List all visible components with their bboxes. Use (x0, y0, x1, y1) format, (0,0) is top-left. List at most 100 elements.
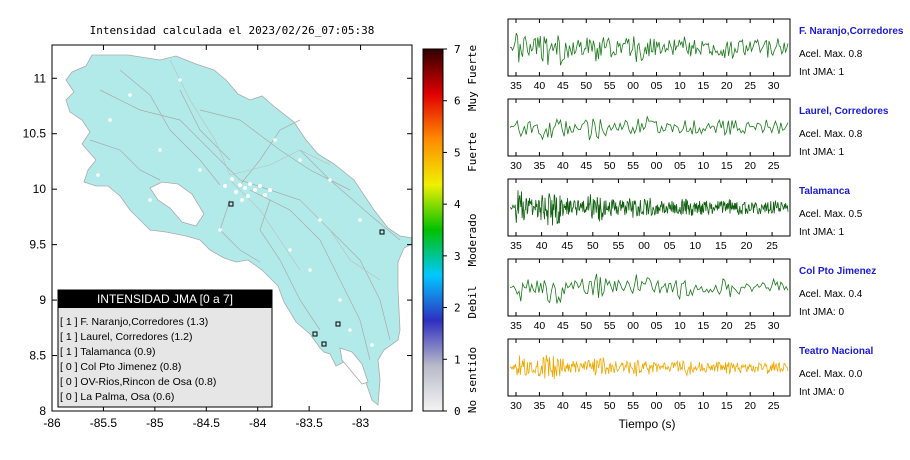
waveform-line (509, 32, 789, 66)
y-tick-label: 10 (33, 182, 47, 196)
time-tick-label: 15 (715, 240, 727, 252)
waveform-line (509, 115, 789, 141)
y-tick-label: 11 (34, 71, 47, 85)
time-tick-label: 00 (627, 80, 639, 92)
time-tick-label: 10 (698, 160, 710, 172)
legend-item: [ 1 ] Talamanca (0.9) (60, 346, 156, 358)
time-tick-label: 20 (744, 160, 756, 172)
y-tick-label: 9 (39, 293, 46, 307)
time-tick-label: 00 (638, 240, 650, 252)
time-tick-label: 10 (674, 80, 686, 92)
time-tick-label: 50 (587, 240, 599, 252)
colorbar-tick-label: 3 (454, 250, 461, 263)
time-tick-label: 25 (744, 80, 756, 92)
time-tick-label: 00 (627, 320, 639, 332)
trace-frame (507, 18, 791, 77)
time-tick-label: 55 (627, 160, 639, 172)
jma-intensity: Int JMA: 1 (799, 227, 844, 238)
map-x-axis: -86 -85.5 -85 -84.5 -84 -83.5 -83 (43, 45, 370, 430)
time-tick-label: 15 (721, 400, 733, 412)
time-tick-label: 25 (768, 400, 780, 412)
time-axis-label: Tiempo (s) (619, 417, 676, 431)
max-acceleration: Acel. Max. 0.8 (799, 129, 863, 140)
golfo-dulce (339, 347, 369, 385)
colorbar-label-muy-fuerte: Muy Fuerte (466, 45, 479, 111)
time-tick-label: 10 (698, 400, 710, 412)
time-tick-label: 40 (534, 80, 546, 92)
colorbar-tick-label: 1 (454, 353, 461, 366)
jma-intensity: Int JMA: 0 (799, 387, 844, 398)
time-tick-label: 05 (674, 160, 686, 172)
time-tick-label: 30 (510, 400, 522, 412)
map-y-axis: 11 10.5 10 9.5 9 8.5 8 (23, 71, 412, 418)
time-tick-label: 45 (580, 400, 592, 412)
legend-title: INTENSIDAD JMA [0 a 7] (97, 292, 233, 306)
time-tick-label: 40 (557, 160, 569, 172)
time-tick-label: 15 (698, 320, 710, 332)
map-title: Intensidad calculada el 2023/02/26_07:05… (90, 24, 375, 37)
colorbar-label-fuerte: Fuerte (466, 132, 479, 172)
y-tick-label: 9.5 (29, 238, 46, 252)
waveform-line (509, 190, 789, 226)
colorbar-tick-label: 7 (454, 43, 461, 56)
x-tick-label: -85.5 (90, 416, 118, 430)
waveform-line (509, 273, 789, 304)
station-name: Col Pto Jimenez (799, 266, 876, 277)
legend-item: [ 0 ] Col Pto Jimenez (0.8) (60, 361, 181, 373)
legend-box (57, 289, 273, 408)
time-tick-label: 25 (744, 320, 756, 332)
seismogram-panels: 35 40 45 50 55 00 05 10 15 20 25 30 F. Naranjo,Corre… (507, 18, 904, 412)
y-tick-label: 8 (39, 404, 46, 418)
time-tick-label: 10 (689, 240, 701, 252)
colorbar-tick-label: 4 (454, 198, 461, 211)
time-tick-label: 15 (698, 80, 710, 92)
x-tick-label: -85 (146, 416, 164, 430)
time-tick-label: 25 (768, 160, 780, 172)
colorbar-label-debil: Debil (466, 285, 479, 318)
time-tick-label: 05 (674, 400, 686, 412)
time-tick-label: 25 (766, 240, 778, 252)
time-tick-label: 20 (721, 320, 733, 332)
colorbar-tick-label: 2 (454, 302, 461, 315)
colorbar-ticks: 0 1 2 3 4 5 6 7 (443, 43, 461, 418)
max-acceleration: Acel. Max. 0.4 (799, 289, 863, 300)
x-tick-label: -84 (249, 416, 267, 430)
time-tick-label: 45 (580, 160, 592, 172)
time-tick-label: 45 (557, 80, 569, 92)
costa-rica-land (65, 54, 413, 406)
station-name: Talamanca (799, 186, 850, 197)
x-tick-label: -83 (352, 416, 370, 430)
time-tick-label: 00 (651, 400, 663, 412)
colorbar-label-moderado: Moderado (466, 214, 479, 267)
time-tick-label: 35 (534, 160, 546, 172)
station-name: Teatro Nacional (799, 346, 873, 357)
time-tick-label: 45 (557, 320, 569, 332)
colorbar-label-no-sentido: No sentido (466, 347, 479, 413)
jma-intensity: Int JMA: 1 (799, 147, 844, 158)
seismogram-panel: 30 35 40 45 50 55 00 05 10 15 20 25 Laurel, Corredor… (507, 98, 889, 172)
time-tick-label: 35 (510, 240, 522, 252)
time-tick-label: 05 (651, 80, 663, 92)
legend-item: [ 0 ] La Palma, Osa (0.6) (60, 391, 174, 403)
seismogram-panel: 35 40 45 50 55 00 05 10 15 20 25 30 Col Pto Jimenez A… (507, 258, 876, 332)
time-tick-label: 05 (664, 240, 676, 252)
trace-frame (507, 258, 791, 317)
map-frame (51, 44, 413, 412)
station-name: Laurel, Corredores (799, 106, 889, 117)
waveform-line (509, 354, 789, 380)
y-tick-label: 8.5 (29, 349, 46, 363)
time-tick-label: 20 (744, 400, 756, 412)
time-tick-label: 05 (651, 320, 663, 332)
time-tick-label: 50 (580, 320, 592, 332)
colorbar (422, 48, 444, 412)
max-acceleration: Acel. Max. 0.8 (799, 49, 863, 60)
x-tick-label: -84.5 (193, 416, 221, 430)
time-tick-label: 35 (510, 80, 522, 92)
trace-frame (507, 98, 791, 157)
x-tick-label: -83.5 (295, 416, 323, 430)
time-tick-label: 20 (741, 240, 753, 252)
time-tick-label: 20 (721, 80, 733, 92)
square-markers (228, 201, 385, 347)
station-name: F. Naranjo,Corredores (799, 26, 904, 37)
time-tick-label: 10 (674, 320, 686, 332)
